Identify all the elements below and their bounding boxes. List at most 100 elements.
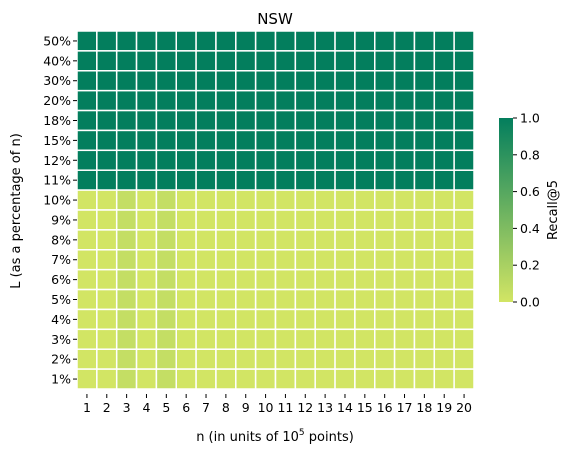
heatmap-cell bbox=[294, 109, 316, 132]
heatmap-cell bbox=[235, 308, 257, 331]
y-tick-label: 11% bbox=[43, 173, 71, 188]
heatmap-cell bbox=[334, 70, 356, 92]
heatmap-cell bbox=[294, 169, 316, 191]
y-tick-label: 7% bbox=[51, 252, 71, 267]
heatmap-cell bbox=[393, 169, 416, 191]
x-tick-label: 20 bbox=[456, 400, 472, 415]
heatmap-cell bbox=[115, 328, 138, 350]
heatmap-cell bbox=[235, 268, 257, 291]
heatmap-cell bbox=[96, 129, 118, 152]
heatmap-cell bbox=[393, 70, 416, 92]
colorbar-tick-label: 1.0 bbox=[520, 111, 540, 126]
heatmap-cell bbox=[115, 348, 138, 370]
heatmap-cell bbox=[76, 229, 98, 251]
heatmap-cell bbox=[155, 209, 177, 231]
heatmap-cell bbox=[96, 368, 118, 390]
colorbar-tick-label: 0.4 bbox=[520, 221, 540, 236]
x-tick-label: 15 bbox=[357, 400, 373, 415]
heatmap-cell bbox=[155, 268, 177, 291]
heatmap-cell bbox=[195, 169, 217, 191]
heatmap-cell bbox=[96, 169, 118, 191]
heatmap-cell bbox=[235, 229, 257, 251]
y-tick-label: 15% bbox=[43, 133, 71, 148]
heatmap-cell bbox=[195, 249, 217, 271]
heatmap-cell bbox=[294, 308, 316, 331]
colorbar-tick-label: 0.0 bbox=[520, 295, 540, 310]
x-tick-label: 18 bbox=[416, 400, 432, 415]
x-tick-label: 3 bbox=[123, 400, 131, 415]
heatmap-cell bbox=[215, 50, 237, 72]
heatmap-cell bbox=[314, 308, 336, 331]
heatmap-cell bbox=[314, 189, 336, 211]
heatmap-cell bbox=[294, 89, 316, 112]
heatmap-cell bbox=[175, 368, 197, 390]
heatmap-cell bbox=[294, 209, 316, 231]
x-tick-label: 10 bbox=[258, 400, 274, 415]
heatmap-cell bbox=[96, 328, 118, 350]
heatmap-cell bbox=[96, 50, 118, 72]
heatmap-cell bbox=[96, 348, 118, 370]
heatmap-cell bbox=[235, 149, 257, 171]
heatmap-cell bbox=[334, 129, 356, 152]
heatmap-cell bbox=[453, 348, 475, 370]
heatmap-cell bbox=[433, 50, 455, 72]
heatmap-cell bbox=[254, 189, 277, 211]
heatmap-cell bbox=[294, 149, 316, 171]
heatmap-cell bbox=[175, 229, 197, 251]
heatmap-cell bbox=[314, 368, 336, 390]
heatmap-cell bbox=[195, 268, 217, 291]
heatmap-cell bbox=[175, 30, 197, 52]
heatmap-cell bbox=[195, 89, 217, 112]
heatmap-cell bbox=[413, 149, 436, 171]
heatmap-cell bbox=[76, 169, 98, 191]
heatmap-cell bbox=[135, 328, 158, 350]
heatmap-cell bbox=[314, 328, 336, 350]
heatmap-cell bbox=[374, 169, 396, 191]
heatmap-cell bbox=[354, 30, 376, 52]
heatmap-cell bbox=[254, 268, 277, 291]
heatmap-cell bbox=[314, 229, 336, 251]
heatmap-cell bbox=[294, 30, 316, 52]
heatmap-cell bbox=[96, 89, 118, 112]
heatmap-cell bbox=[453, 328, 475, 350]
heatmap-cell bbox=[453, 70, 475, 92]
heatmap-cell bbox=[314, 89, 336, 112]
heatmap-cell bbox=[175, 348, 197, 370]
x-axis-label-exponent: 5 bbox=[299, 428, 305, 438]
heatmap-cell bbox=[433, 348, 455, 370]
heatmap-cell bbox=[354, 368, 376, 390]
heatmap-cell bbox=[354, 109, 376, 132]
heatmap-cell bbox=[274, 70, 297, 92]
heatmap-cell bbox=[254, 249, 277, 271]
heatmap-cell bbox=[215, 249, 237, 271]
y-tick-label: 2% bbox=[51, 352, 71, 367]
heatmap-cell bbox=[314, 288, 336, 311]
heatmap-cell bbox=[314, 209, 336, 231]
heatmap-cell bbox=[235, 209, 257, 231]
heatmap-cell bbox=[413, 249, 436, 271]
heatmap-cell bbox=[314, 129, 336, 152]
heatmap-cell bbox=[433, 70, 455, 92]
heatmap-cell bbox=[354, 70, 376, 92]
heatmap-cell bbox=[354, 348, 376, 370]
heatmap-cell bbox=[413, 89, 436, 112]
heatmap-cell bbox=[76, 70, 98, 92]
heatmap-cell bbox=[413, 50, 436, 72]
heatmap-cell bbox=[155, 308, 177, 331]
heatmap-cell bbox=[433, 89, 455, 112]
heatmap-cell bbox=[453, 50, 475, 72]
heatmap-cell bbox=[155, 129, 177, 152]
heatmap-cell bbox=[393, 129, 416, 152]
heatmap-cell bbox=[215, 368, 237, 390]
heatmap-cell bbox=[374, 109, 396, 132]
heatmap-cell bbox=[314, 268, 336, 291]
heatmap-cell bbox=[354, 129, 376, 152]
heatmap-cell bbox=[76, 368, 98, 390]
heatmap-cell bbox=[96, 189, 118, 211]
heatmap-cell bbox=[453, 169, 475, 191]
heatmap-cell bbox=[433, 229, 455, 251]
heatmap-cell bbox=[195, 348, 217, 370]
heatmap-cell bbox=[453, 308, 475, 331]
heatmap-cell bbox=[135, 348, 158, 370]
heatmap-cell bbox=[215, 189, 237, 211]
